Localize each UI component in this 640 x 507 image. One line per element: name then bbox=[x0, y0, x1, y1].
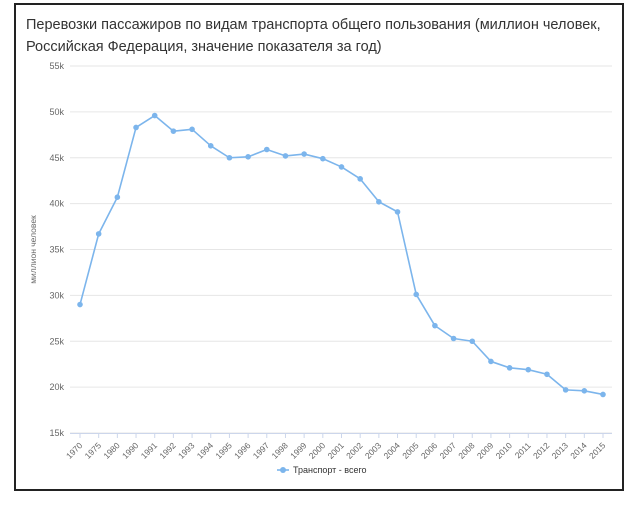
x-tick-label: 2012 bbox=[531, 440, 552, 461]
data-point[interactable] bbox=[394, 209, 401, 215]
x-tick-label: 1980 bbox=[101, 440, 122, 461]
x-tick-label: 2015 bbox=[587, 440, 608, 461]
x-tick-label: 2000 bbox=[307, 440, 328, 461]
x-tick-label: 2001 bbox=[325, 440, 346, 461]
y-tick-label: 45k bbox=[49, 153, 64, 163]
x-tick-label: 2010 bbox=[494, 440, 515, 461]
x-tick-label: 1994 bbox=[195, 440, 216, 461]
data-point[interactable] bbox=[600, 391, 606, 398]
y-tick-label: 50k bbox=[49, 107, 64, 117]
x-tick-label: 1998 bbox=[269, 440, 290, 461]
data-point[interactable] bbox=[581, 387, 588, 394]
data-point[interactable] bbox=[263, 146, 270, 153]
x-tick-label: 1990 bbox=[120, 440, 141, 461]
y-tick-label: 15k bbox=[49, 428, 64, 438]
data-point[interactable] bbox=[562, 387, 569, 393]
x-tick-label: 1995 bbox=[213, 440, 234, 461]
data-point[interactable] bbox=[376, 198, 382, 205]
x-tick-label: 1992 bbox=[157, 440, 178, 461]
data-point[interactable] bbox=[77, 301, 83, 308]
legend[interactable]: Транспорт - всего bbox=[277, 465, 367, 475]
x-tick-label: 2003 bbox=[363, 440, 384, 461]
data-point[interactable] bbox=[226, 154, 233, 161]
data-point[interactable] bbox=[245, 154, 251, 160]
x-tick-label: 2013 bbox=[550, 440, 571, 461]
data-point[interactable] bbox=[151, 112, 158, 119]
data-point[interactable] bbox=[488, 358, 494, 365]
data-point[interactable] bbox=[207, 143, 214, 149]
x-tick-label: 2011 bbox=[513, 440, 533, 460]
x-tick-label: 1997 bbox=[251, 440, 272, 461]
x-tick-label: 1993 bbox=[176, 440, 197, 461]
legend-marker bbox=[280, 467, 286, 473]
x-tick-label: 1999 bbox=[288, 440, 309, 461]
x-tick-label: 1975 bbox=[83, 440, 104, 461]
x-tick-label: 1970 bbox=[64, 440, 85, 461]
x-tick-label: 2007 bbox=[438, 440, 459, 461]
x-tick-label: 1996 bbox=[232, 440, 253, 461]
legend-label[interactable]: Транспорт - всего bbox=[293, 465, 367, 475]
data-point[interactable] bbox=[133, 124, 139, 131]
data-point[interactable] bbox=[114, 194, 121, 201]
chart-frame bbox=[14, 3, 624, 491]
y-tick-label: 40k bbox=[49, 199, 64, 209]
x-tick-label: 2005 bbox=[400, 440, 421, 461]
data-point[interactable] bbox=[413, 291, 420, 298]
data-point[interactable] bbox=[282, 153, 289, 159]
data-point[interactable] bbox=[544, 371, 550, 378]
data-point[interactable] bbox=[525, 366, 532, 373]
y-tick-label: 25k bbox=[49, 336, 64, 346]
data-point[interactable] bbox=[338, 164, 345, 170]
data-point[interactable] bbox=[95, 231, 102, 237]
data-point[interactable] bbox=[432, 322, 438, 329]
data-point[interactable] bbox=[320, 155, 326, 162]
data-point[interactable] bbox=[170, 128, 177, 134]
data-point[interactable] bbox=[506, 365, 513, 371]
x-tick-label: 2009 bbox=[475, 440, 496, 461]
y-tick-label: 55k bbox=[49, 61, 64, 71]
x-tick-label: 2004 bbox=[381, 440, 402, 461]
x-tick-label: 2014 bbox=[568, 440, 589, 461]
x-tick-label: 1991 bbox=[139, 440, 160, 461]
data-point[interactable] bbox=[301, 151, 307, 157]
data-point[interactable] bbox=[357, 176, 363, 182]
y-tick-label: 30k bbox=[49, 290, 64, 300]
y-tick-label: 35k bbox=[49, 245, 64, 255]
x-tick-label: 2002 bbox=[344, 440, 365, 461]
x-tick-label: 2006 bbox=[419, 440, 440, 461]
data-point[interactable] bbox=[189, 126, 195, 133]
x-tick-label: 2008 bbox=[456, 440, 477, 461]
chart-title: Перевозки пассажиров по видам транспорта… bbox=[26, 17, 601, 55]
y-tick-label: 20k bbox=[49, 382, 64, 392]
y-axis-title: миллион человек bbox=[28, 215, 38, 284]
data-point[interactable] bbox=[450, 335, 457, 342]
data-point[interactable] bbox=[469, 338, 476, 345]
